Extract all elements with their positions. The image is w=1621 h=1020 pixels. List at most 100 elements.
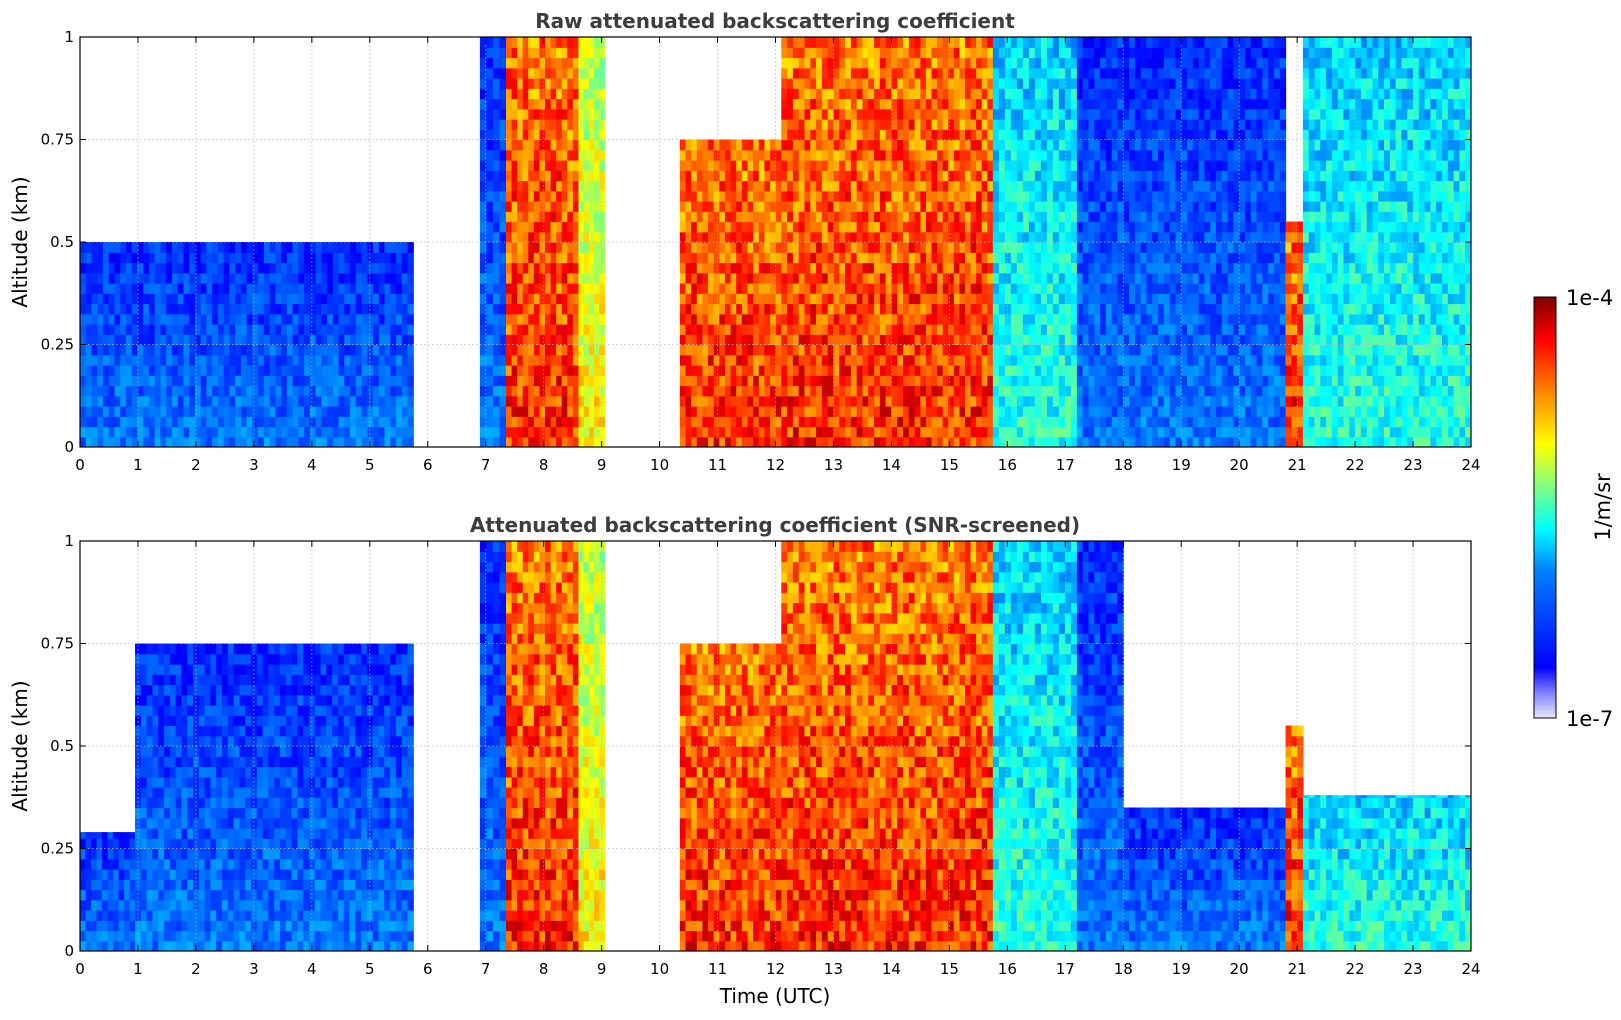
heatmap-cell (125, 324, 133, 335)
heatmap-cell (327, 344, 334, 356)
heatmap-cell (561, 98, 568, 110)
heatmap-cell (517, 67, 524, 79)
heatmap-cell (338, 272, 345, 284)
heatmap-cell (753, 313, 760, 325)
heatmap-cell (1111, 129, 1119, 141)
heatmap-cell (1034, 283, 1042, 294)
heatmap-cell (976, 149, 983, 161)
heatmap-cell (1094, 436, 1101, 447)
heatmap-cell (528, 221, 535, 233)
heatmap-cell (942, 47, 949, 59)
heatmap-cell (981, 416, 988, 428)
heatmap-cell (920, 129, 927, 141)
heatmap-cell (885, 160, 893, 171)
heatmap-cell (275, 344, 282, 356)
heatmap-cell (1082, 170, 1090, 182)
heatmap-cell (486, 395, 494, 407)
heatmap-cell (561, 37, 568, 48)
heatmap-cell (171, 283, 179, 294)
heatmap-cell (891, 344, 898, 356)
heatmap-cell (764, 149, 771, 161)
heatmap-cell (561, 303, 568, 315)
heatmap-cell (1034, 129, 1042, 141)
heatmap-cell (879, 201, 887, 212)
heatmap-cell (148, 324, 156, 335)
heatmap-cell (1022, 78, 1030, 89)
heatmap-cell (143, 293, 150, 305)
heatmap-cell (246, 416, 253, 428)
heatmap-cell (868, 78, 875, 89)
heatmap-cell (942, 37, 949, 48)
heatmap-cell (1129, 344, 1136, 356)
heatmap-cell (713, 221, 720, 233)
heatmap-cell (891, 98, 898, 110)
heatmap-cell (1004, 303, 1012, 315)
heatmap-cell (948, 262, 955, 274)
heatmap-cell (976, 47, 983, 59)
heatmap-cell (1123, 98, 1130, 110)
heatmap-cell (976, 334, 983, 346)
heatmap-cell (189, 385, 196, 397)
heatmap-cell (964, 272, 972, 284)
heatmap-cell (304, 303, 311, 315)
heatmap-cell (528, 67, 535, 79)
heatmap-cell (594, 262, 600, 274)
heatmap-cell (594, 416, 600, 428)
heatmap-cell (1040, 344, 1048, 356)
heatmap-cell (821, 211, 829, 223)
heatmap-cell (1100, 406, 1107, 417)
heatmap-cell (816, 344, 823, 356)
heatmap-cell (925, 375, 933, 387)
heatmap-cell (1004, 375, 1012, 387)
heatmap-cell (556, 262, 563, 274)
heatmap-cell (183, 395, 190, 407)
heatmap-cell (528, 78, 535, 89)
heatmap-cell (1064, 334, 1072, 346)
heatmap-cell (959, 170, 966, 182)
heatmap-cell (528, 324, 535, 335)
heatmap-cell (517, 201, 524, 212)
heatmap-cell (1064, 201, 1072, 212)
heatmap-cell (816, 365, 823, 376)
heatmap-cell (194, 324, 202, 335)
heatmap-cell (114, 416, 121, 428)
heatmap-cell (148, 406, 156, 417)
heatmap-cell (125, 334, 133, 346)
heatmap-cell (1070, 395, 1078, 407)
heatmap-cell (691, 262, 698, 274)
heatmap-cell (511, 231, 518, 243)
heatmap-cell (1123, 119, 1130, 130)
heatmap-cell (764, 354, 771, 366)
heatmap-cell (798, 395, 806, 407)
heatmap-cell (987, 129, 994, 141)
heatmap-cell (948, 47, 955, 59)
heatmap-cell (810, 242, 817, 253)
heatmap-cell (753, 149, 760, 161)
heatmap-cell (827, 324, 835, 335)
heatmap-cell (948, 283, 955, 294)
heatmap-cell (1034, 354, 1042, 366)
heatmap-cell (1028, 139, 1036, 151)
heatmap-cell (338, 283, 345, 294)
heatmap-cell (486, 190, 494, 202)
heatmap-cell (505, 406, 513, 417)
heatmap-cell (781, 324, 788, 335)
heatmap-cell (914, 160, 921, 171)
heatmap-cell (131, 395, 139, 407)
heatmap-cell (511, 57, 518, 69)
heatmap-cell (91, 416, 98, 428)
heatmap-cell (948, 395, 955, 407)
heatmap-cell (850, 47, 858, 59)
heatmap-cell (992, 67, 1000, 79)
heatmap-cell (708, 303, 715, 315)
heatmap-cell (517, 385, 524, 397)
heatmap-cell (1004, 436, 1012, 447)
heatmap-cell (804, 160, 811, 171)
heatmap-cell (897, 436, 904, 447)
heatmap-cell (1070, 385, 1078, 397)
heatmap-cell (407, 283, 414, 294)
heatmap-cell (1034, 334, 1042, 346)
heatmap-cell (839, 98, 846, 110)
heatmap-cell (897, 426, 904, 438)
heatmap-cell (511, 242, 518, 253)
